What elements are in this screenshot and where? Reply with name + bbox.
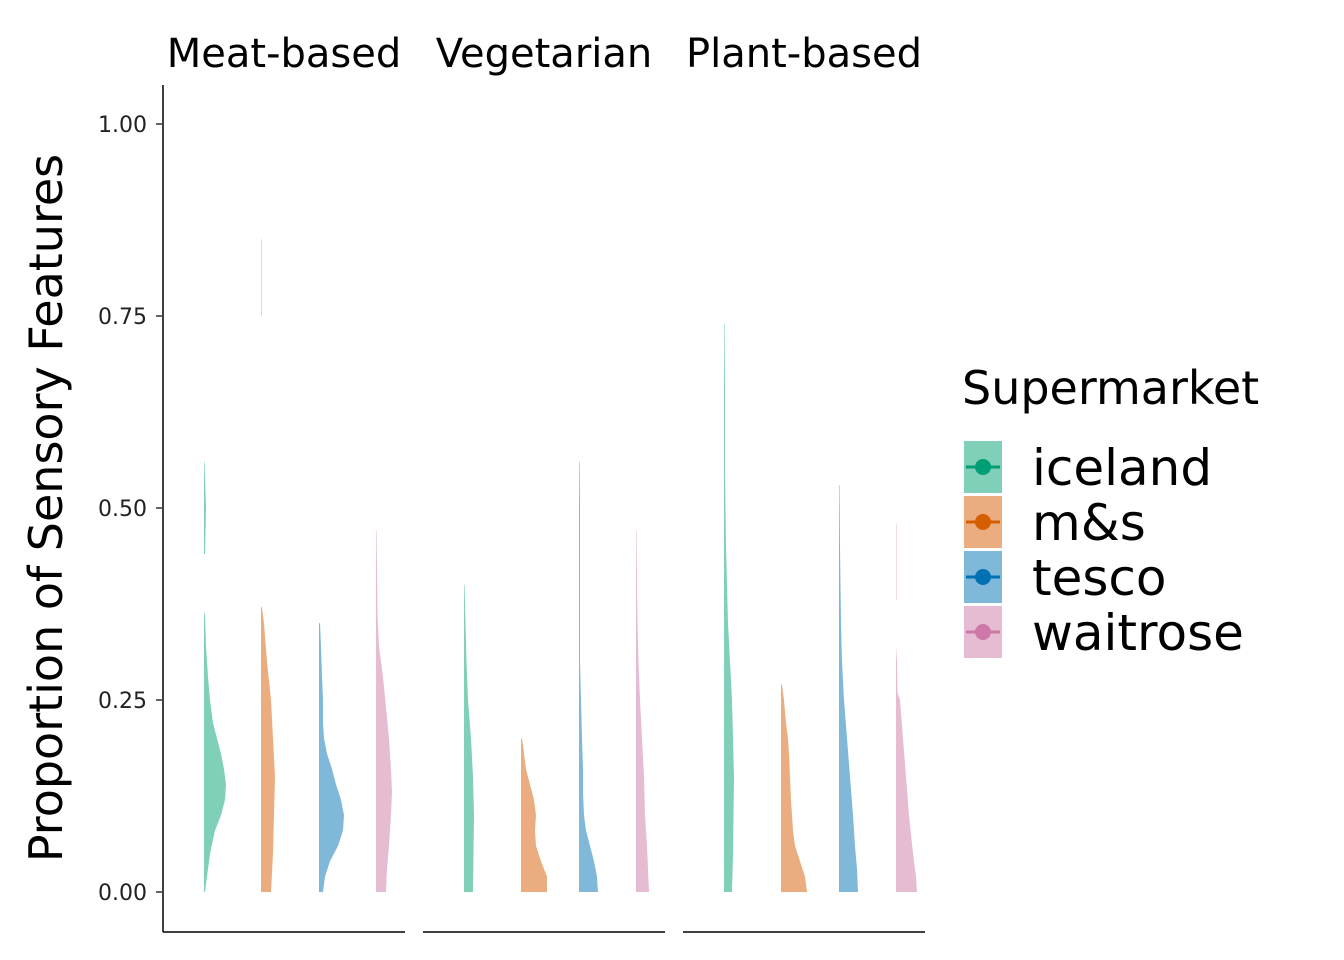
violin-meat-based-tesco bbox=[319, 623, 344, 892]
legend-key-point bbox=[975, 624, 991, 640]
legend-title: Supermarket bbox=[962, 361, 1259, 415]
legend-item: tesco bbox=[964, 549, 1167, 607]
legend-item: waitrose bbox=[964, 604, 1244, 662]
legend-label: iceland bbox=[1032, 439, 1212, 497]
legend-item: iceland bbox=[964, 439, 1212, 497]
y-tick-label: 0.00 bbox=[98, 881, 147, 906]
y-axis: 0.00 0.25 0.50 0.75 1.00 bbox=[98, 85, 164, 932]
y-ticks: 0.00 0.25 0.50 0.75 1.00 bbox=[98, 113, 163, 906]
violin-vegetarian-mands bbox=[521, 738, 547, 892]
y-axis-label: Proportion of Sensory Features bbox=[19, 154, 73, 862]
legend-label: waitrose bbox=[1032, 604, 1244, 662]
violin-vegetarian-tesco bbox=[579, 461, 598, 892]
violin-meat-based-iceland bbox=[204, 461, 226, 892]
facet-title: Meat-based bbox=[167, 31, 402, 77]
facet-title: Plant-based bbox=[686, 31, 922, 77]
legend-label: m&s bbox=[1032, 494, 1146, 552]
legend-key-point bbox=[975, 514, 991, 530]
legend-key-point bbox=[975, 569, 991, 585]
legend-key-point bbox=[975, 459, 991, 475]
violin-vegetarian-waitrose bbox=[636, 531, 649, 892]
y-tick-label: 0.50 bbox=[98, 497, 147, 522]
violin-plant-based-tesco bbox=[839, 484, 858, 892]
facet-titles: Meat-based Vegetarian Plant-based bbox=[167, 31, 922, 77]
violin-plant-based-iceland bbox=[724, 323, 734, 892]
violin-meat-based-mands bbox=[261, 239, 275, 892]
violins bbox=[204, 239, 917, 892]
y-tick-label: 0.25 bbox=[98, 689, 147, 714]
violin-plant-based-mands bbox=[781, 684, 807, 892]
legend-item: m&s bbox=[964, 494, 1146, 552]
y-tick-label: 0.75 bbox=[98, 305, 147, 330]
facet-title: Vegetarian bbox=[436, 31, 652, 77]
violin-meat-based-waitrose bbox=[376, 531, 392, 892]
violin-vegetarian-iceland bbox=[464, 584, 474, 892]
legend-label: tesco bbox=[1032, 549, 1167, 607]
violin-plant-based-waitrose bbox=[896, 523, 917, 892]
y-tick-label: 1.00 bbox=[98, 113, 147, 138]
